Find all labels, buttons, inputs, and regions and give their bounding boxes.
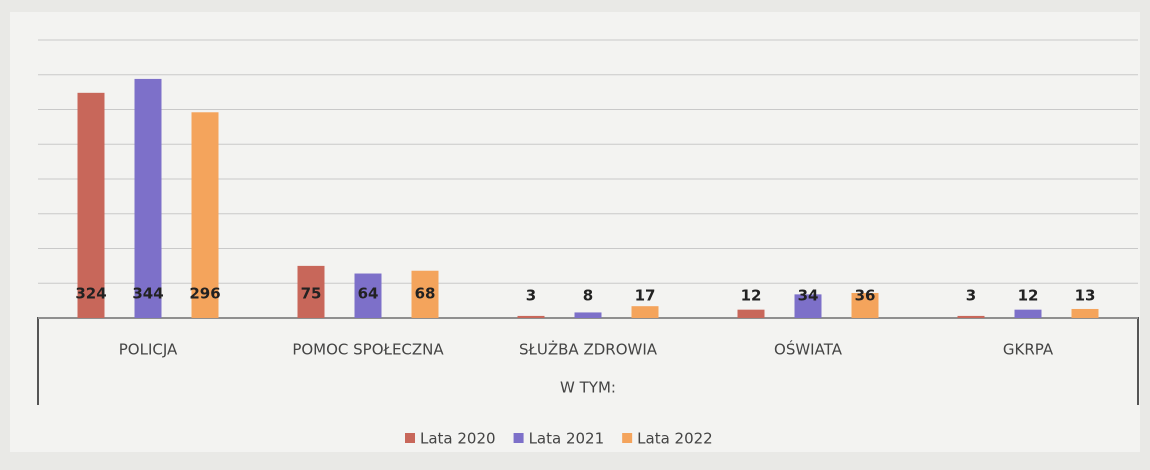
legend-label: Lata 2022 (637, 430, 713, 448)
legend-swatch (405, 433, 415, 443)
data-label: 296 (189, 285, 220, 303)
legend-label: Lata 2021 (529, 430, 605, 448)
x-tick-label: SŁUŻBA ZDROWIA (519, 340, 658, 359)
bar (354, 273, 382, 318)
data-label: 64 (358, 285, 379, 303)
x-tick-label: OŚWIATA (774, 340, 843, 359)
bar (134, 78, 162, 318)
data-label: 36 (855, 287, 876, 305)
bar (411, 270, 439, 318)
data-label: 13 (1075, 287, 1096, 305)
data-label: 34 (798, 287, 819, 305)
data-label: 3 (526, 287, 536, 305)
bar (517, 315, 545, 318)
data-label: 68 (415, 285, 436, 303)
bar (1014, 309, 1042, 318)
bar (297, 265, 325, 318)
bar (77, 92, 105, 318)
data-label: 8 (583, 287, 593, 305)
legend-swatch (513, 433, 524, 443)
legend-label: Lata 2020 (420, 430, 496, 448)
data-label: 12 (1018, 287, 1039, 305)
bar (794, 294, 822, 318)
bar (191, 112, 219, 318)
data-label: 12 (741, 287, 762, 305)
data-label: 344 (132, 285, 163, 303)
x-axis-title: W TYM: (560, 379, 616, 397)
bar (631, 306, 659, 318)
x-tick-label: POLICJA (119, 341, 178, 359)
data-label: 3 (966, 287, 976, 305)
bar (574, 312, 602, 318)
bar (851, 292, 879, 318)
bar (957, 315, 985, 318)
bar (1071, 308, 1099, 318)
x-tick-label: GKRPA (1003, 341, 1054, 359)
data-label: 324 (75, 285, 106, 303)
data-label: 75 (301, 285, 322, 303)
bar (737, 309, 765, 318)
data-label: 17 (635, 287, 656, 305)
x-tick-label: POMOC SPOŁECZNA (292, 341, 444, 359)
legend-swatch (622, 433, 633, 443)
